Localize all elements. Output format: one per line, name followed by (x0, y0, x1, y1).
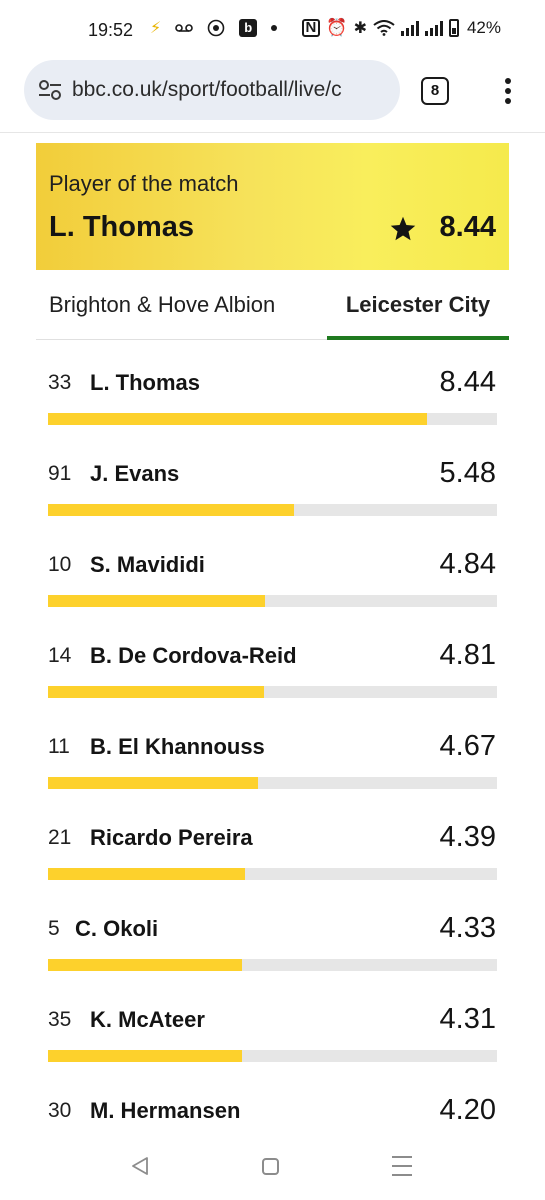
recents-icon[interactable] (392, 1156, 412, 1176)
signal-icon (400, 20, 419, 36)
team-tabs: Brighton & Hove Albion Leicester City (36, 280, 509, 340)
browser-toolbar: bbc.co.uk/sport/football/live/c 8 (0, 60, 545, 122)
player-rating: 4.31 (439, 1003, 496, 1035)
player-rating: 5.48 (439, 457, 496, 489)
site-settings-icon[interactable] (38, 79, 62, 101)
alarm-icon: ⏰ (326, 18, 348, 37)
rating-bar-fill (48, 504, 295, 516)
rating-bar-fill (48, 959, 243, 971)
player-ratings-list: 33 L. Thomas 8.44 91 J. Evans 5.48 10 S. Mavidi… (36, 340, 509, 1159)
tab-switcher-button[interactable]: 8 (421, 77, 449, 105)
status-right-icons: N ⏰ ✱ 42% (301, 18, 501, 38)
player-rating: 8.44 (439, 366, 496, 398)
player-row: 14 B. De Cordova-Reid 4.81 (36, 613, 509, 704)
url-text[interactable]: bbc.co.uk/sport/football/live/c (72, 78, 342, 101)
player-rating: 4.67 (439, 730, 496, 762)
rating-bar-fill (48, 686, 264, 698)
player-number: 11 (48, 735, 70, 758)
toolbar-divider (0, 132, 545, 133)
player-row: 11 B. El Khannouss 4.67 (36, 704, 509, 795)
player-name: S. Mavididi (90, 552, 205, 577)
player-rating: 4.33 (439, 912, 496, 944)
address-bar[interactable]: bbc.co.uk/sport/football/live/c (24, 60, 400, 120)
home-icon[interactable] (262, 1158, 279, 1175)
player-rating: 4.81 (439, 639, 496, 671)
player-row: 5 C. Okoli 4.33 (36, 886, 509, 977)
bluetooth-icon: ✱ (353, 20, 367, 37)
rating-bar-track (48, 777, 497, 789)
back-icon[interactable] (130, 1156, 150, 1176)
voicemail-icon (175, 24, 194, 32)
potm-player-name: L. Thomas (49, 211, 195, 243)
player-row: 10 S. Mavididi 4.84 (36, 522, 509, 613)
b-app-icon: b (239, 19, 258, 37)
player-number: 21 (48, 826, 72, 849)
player-rating: 4.39 (439, 821, 496, 853)
rating-bar-fill (48, 777, 258, 789)
dot-icon (271, 25, 278, 31)
rating-bar-fill (48, 868, 246, 880)
status-bar: 19:52 ⚡ b N ⏰ ✱ 42% (0, 0, 545, 56)
rating-bar-fill (48, 1050, 242, 1062)
player-name: L. Thomas (90, 370, 201, 395)
player-row: 35 K. McAteer 4.31 (36, 977, 509, 1068)
rating-bar-fill (48, 595, 266, 607)
rating-bar-track (48, 868, 497, 880)
rating-bar-fill (48, 413, 427, 425)
player-row: 91 J. Evans 5.48 (36, 431, 509, 522)
player-number: 33 (48, 371, 72, 394)
player-number: 10 (48, 553, 72, 576)
rating-bar-track (48, 686, 497, 698)
player-rating: 4.20 (439, 1094, 496, 1126)
player-name: M. Hermansen (90, 1098, 241, 1123)
system-nav-bar (0, 1140, 545, 1200)
player-row: 21 Ricardo Pereira 4.39 (36, 795, 509, 886)
player-number: 5 (48, 917, 60, 940)
player-name: J. Evans (90, 461, 180, 486)
player-name: B. De Cordova-Reid (90, 643, 297, 668)
battery-percent: 42% (466, 18, 501, 37)
signal-icon (424, 20, 443, 36)
player-of-the-match-card: Player of the match L. Thomas 8.44 (36, 143, 509, 270)
rating-bar-track (48, 1050, 497, 1062)
status-left-icons: ⚡ b (150, 18, 278, 38)
player-number: 30 (48, 1099, 72, 1122)
rating-bar-track (48, 595, 497, 607)
player-number: 91 (48, 462, 72, 485)
battery-icon (448, 19, 459, 37)
more-menu-icon[interactable] (498, 76, 518, 106)
flash-icon: ⚡ (150, 20, 162, 37)
rating-bar-track (48, 504, 497, 516)
player-name: B. El Khannouss (90, 734, 265, 759)
nfc-icon: N (301, 19, 321, 37)
tab-leicester[interactable]: Leicester City (327, 280, 509, 340)
rating-bar-track (48, 413, 497, 425)
player-name: K. McAteer (90, 1007, 205, 1032)
star-icon (390, 216, 416, 241)
rating-bar-track (48, 959, 497, 971)
potm-label: Player of the match (49, 171, 239, 196)
player-name: Ricardo Pereira (90, 825, 253, 850)
target-icon (207, 19, 225, 37)
wifi-icon (373, 20, 395, 36)
player-rating: 4.84 (439, 548, 496, 580)
player-name: C. Okoli (75, 916, 159, 941)
potm-rating: 8.44 (439, 211, 496, 243)
player-number: 35 (48, 1008, 72, 1031)
tab-brighton[interactable]: Brighton & Hove Albion (49, 292, 276, 317)
player-number: 14 (48, 644, 72, 667)
status-time: 19:52 (88, 20, 134, 40)
player-row: 33 L. Thomas 8.44 (36, 340, 509, 431)
